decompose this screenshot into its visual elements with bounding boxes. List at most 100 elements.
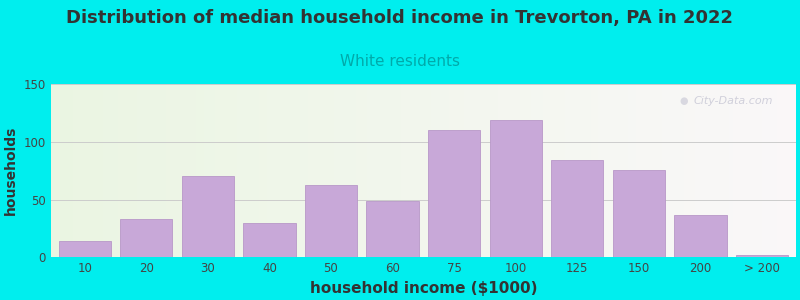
Text: White residents: White residents bbox=[340, 54, 460, 69]
Bar bbox=[282, 84, 286, 257]
Bar bbox=[151, 84, 155, 257]
Bar bbox=[416, 84, 420, 257]
Bar bbox=[457, 84, 461, 257]
Bar bbox=[446, 84, 450, 257]
Bar bbox=[148, 84, 151, 257]
Bar bbox=[758, 84, 762, 257]
Bar bbox=[736, 84, 740, 257]
Bar bbox=[248, 84, 252, 257]
Bar bbox=[252, 84, 256, 257]
Bar bbox=[263, 84, 267, 257]
Bar bbox=[378, 84, 382, 257]
Bar bbox=[781, 84, 785, 257]
Bar bbox=[211, 84, 214, 257]
Bar bbox=[259, 84, 263, 257]
Bar bbox=[308, 84, 311, 257]
Bar bbox=[594, 84, 598, 257]
Bar bbox=[230, 84, 234, 257]
Bar bbox=[293, 84, 297, 257]
Bar bbox=[494, 84, 498, 257]
Bar bbox=[647, 84, 650, 257]
Bar bbox=[390, 84, 394, 257]
Bar bbox=[785, 84, 788, 257]
Bar bbox=[70, 84, 73, 257]
Bar bbox=[364, 84, 367, 257]
Bar bbox=[155, 84, 159, 257]
Bar bbox=[200, 84, 203, 257]
Bar bbox=[222, 84, 226, 257]
Bar bbox=[744, 84, 747, 257]
Bar bbox=[490, 120, 542, 257]
Bar bbox=[382, 84, 386, 257]
Bar bbox=[591, 84, 594, 257]
Bar bbox=[654, 84, 658, 257]
Bar bbox=[73, 84, 77, 257]
Bar bbox=[502, 84, 506, 257]
Bar bbox=[666, 84, 669, 257]
Bar bbox=[58, 84, 62, 257]
Bar bbox=[542, 84, 546, 257]
Bar bbox=[77, 84, 81, 257]
Bar bbox=[722, 84, 725, 257]
Bar bbox=[103, 84, 106, 257]
Bar bbox=[479, 84, 483, 257]
Bar bbox=[558, 84, 561, 257]
Bar bbox=[520, 84, 524, 257]
Bar bbox=[691, 84, 695, 257]
Bar bbox=[483, 84, 486, 257]
Bar bbox=[66, 84, 70, 257]
Bar bbox=[330, 84, 334, 257]
Bar bbox=[546, 84, 550, 257]
Bar bbox=[144, 84, 148, 257]
Bar bbox=[137, 84, 140, 257]
Bar bbox=[673, 84, 677, 257]
Bar bbox=[174, 84, 178, 257]
Bar bbox=[338, 84, 342, 257]
Bar bbox=[513, 84, 517, 257]
Bar bbox=[598, 84, 602, 257]
Bar bbox=[286, 84, 290, 257]
Bar bbox=[398, 84, 401, 257]
X-axis label: household income ($1000): household income ($1000) bbox=[310, 281, 537, 296]
Bar bbox=[178, 84, 182, 257]
Bar bbox=[714, 84, 718, 257]
Bar bbox=[643, 84, 647, 257]
Bar bbox=[120, 219, 173, 257]
Bar bbox=[778, 84, 781, 257]
Bar bbox=[84, 84, 88, 257]
Bar bbox=[628, 84, 632, 257]
Bar bbox=[580, 84, 583, 257]
Bar bbox=[774, 84, 778, 257]
Bar bbox=[334, 84, 338, 257]
Bar bbox=[669, 84, 673, 257]
Bar bbox=[639, 84, 643, 257]
Bar bbox=[472, 84, 475, 257]
Bar bbox=[551, 160, 603, 257]
Bar bbox=[561, 84, 565, 257]
Bar bbox=[342, 84, 345, 257]
Bar bbox=[430, 84, 434, 257]
Bar bbox=[650, 84, 654, 257]
Bar bbox=[214, 84, 218, 257]
Bar bbox=[621, 84, 625, 257]
Bar bbox=[371, 84, 375, 257]
Bar bbox=[207, 84, 211, 257]
Bar bbox=[625, 84, 628, 257]
Bar bbox=[610, 84, 614, 257]
Bar bbox=[572, 84, 576, 257]
Bar bbox=[725, 84, 729, 257]
Bar bbox=[662, 84, 666, 257]
Bar bbox=[658, 84, 662, 257]
Bar bbox=[766, 84, 770, 257]
Bar bbox=[243, 223, 295, 257]
Bar bbox=[51, 84, 54, 257]
Bar bbox=[159, 84, 162, 257]
Bar bbox=[535, 84, 539, 257]
Bar bbox=[695, 84, 699, 257]
Bar bbox=[110, 84, 114, 257]
Bar bbox=[367, 84, 371, 257]
Bar bbox=[166, 84, 170, 257]
Bar bbox=[237, 84, 241, 257]
Bar bbox=[524, 84, 528, 257]
Bar bbox=[409, 84, 412, 257]
